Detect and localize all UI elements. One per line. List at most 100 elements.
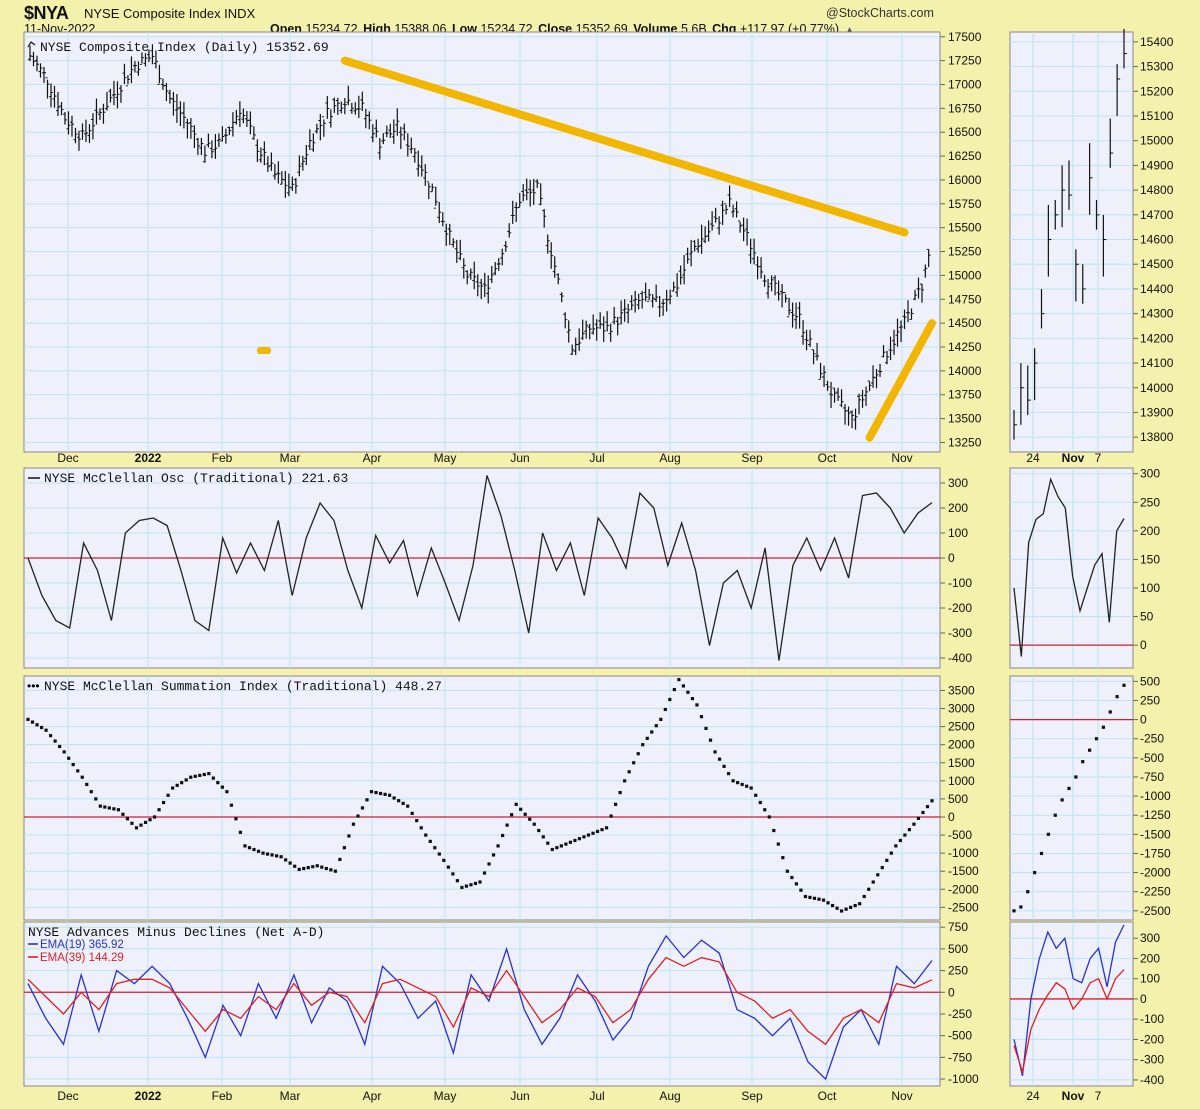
- sum-point: [198, 773, 202, 778]
- sum-point: [428, 839, 432, 843]
- price-zoom-ytick-label: 14800: [1140, 183, 1174, 197]
- sum-point: [699, 715, 704, 719]
- sum-point: [53, 739, 57, 743]
- sum-point: [35, 723, 39, 727]
- sum-point: [374, 790, 378, 795]
- sum-zoom-ytick-label: -1000: [1140, 789, 1171, 803]
- sum-point: [293, 864, 297, 868]
- sum-ytick-label: 2500: [948, 720, 975, 734]
- ad-zoom-line-ema39: [1013, 969, 1125, 1075]
- bottom-xaxis-label: Aug: [659, 1089, 680, 1103]
- sum-point: [437, 852, 441, 856]
- sum-legend-marker: •••: [27, 679, 40, 693]
- price-ytick-label: 16750: [948, 101, 982, 115]
- sum-point: [424, 833, 428, 837]
- sum-point: [121, 812, 125, 816]
- price-zoom-ytick-label: 15400: [1140, 35, 1174, 49]
- sum-zoom-point: [1081, 760, 1085, 764]
- sum-zoom-point: [1108, 710, 1112, 714]
- bottom-zoom-xaxis-label: 24: [1026, 1089, 1040, 1103]
- price-ytick-label: 16000: [948, 173, 982, 187]
- sum-point: [609, 814, 613, 818]
- sum-point: [546, 841, 550, 845]
- sum-point: [397, 799, 401, 803]
- watermark: @StockCharts.com: [826, 6, 934, 20]
- sum-point: [148, 818, 152, 822]
- sum-point: [302, 866, 306, 871]
- sum-zoom-ytick-label: -250: [1140, 732, 1164, 746]
- sum-zoom-point: [1046, 832, 1050, 836]
- sum-point: [184, 778, 188, 782]
- sum-zoom-ytick-label: 250: [1140, 693, 1160, 707]
- price-zoom-ytick-label: 15000: [1140, 134, 1174, 148]
- ad-zoom-line-ema19: [1013, 924, 1125, 1077]
- sum-point: [785, 869, 789, 873]
- ad-legend-ema39: EMA(39) 144.29: [40, 952, 124, 964]
- sum-point: [600, 828, 604, 832]
- index-name: NYSE Composite Index INDX: [84, 6, 256, 21]
- sum-point: [632, 761, 636, 765]
- sum-zoom-point: [1019, 905, 1023, 909]
- sum-point: [71, 762, 75, 767]
- ad-panel: [23, 921, 941, 1087]
- osc-zoom-ytick-label: 200: [1140, 524, 1160, 538]
- sum-point: [247, 846, 252, 850]
- osc-zoom-ytick-label: 50: [1140, 610, 1154, 624]
- sum-point: [225, 790, 229, 794]
- sum-point: [559, 844, 563, 848]
- sum-ytick-label: -1500: [948, 864, 979, 878]
- sum-point: [451, 872, 455, 876]
- sum-point: [808, 895, 812, 900]
- sum-zoom-point: [1115, 695, 1119, 699]
- sum-point: [306, 865, 310, 870]
- price-zoom-ytick-label: 14400: [1140, 282, 1174, 296]
- sum-point: [130, 821, 134, 825]
- sum-point: [49, 734, 53, 738]
- price-zoom-ytick-label: 14300: [1140, 307, 1174, 321]
- sum-zoom-point: [1074, 775, 1078, 779]
- sum-zoom-ytick-label: 500: [1140, 674, 1160, 688]
- sum-zoom-ytick-label: -1250: [1140, 808, 1171, 822]
- sum-point: [614, 802, 618, 806]
- osc-zoom-ytick-label: 300: [1140, 467, 1160, 481]
- sum-point: [812, 896, 817, 900]
- sum-point: [903, 833, 907, 837]
- sum-point: [568, 840, 572, 844]
- sum-point: [360, 806, 365, 810]
- price-zoom-xaxis-label: 7: [1095, 451, 1102, 465]
- sum-point: [134, 826, 139, 830]
- sum-point: [840, 909, 844, 913]
- ad-zoom-ytick-label: 0: [1140, 992, 1147, 1006]
- sum-point: [157, 808, 161, 812]
- sum-point: [858, 902, 862, 906]
- price-legend-marker: [27, 41, 36, 48]
- sum-panel-title: NYSE McClellan Summation Index (Traditio…: [44, 679, 442, 694]
- price-ytick-label: 13750: [948, 388, 982, 402]
- sum-zoom-point: [1053, 813, 1057, 817]
- sum-point: [641, 743, 645, 747]
- sum-point: [623, 779, 627, 783]
- price-zoom-ytick-label: 13800: [1140, 430, 1174, 444]
- sum-point: [98, 804, 102, 808]
- price-ytick-label: 14500: [948, 316, 982, 330]
- sum-point: [871, 880, 875, 884]
- sum-point: [112, 807, 116, 811]
- osc-ytick-label: -100: [948, 576, 972, 590]
- sum-point: [26, 717, 30, 721]
- ad-line-ema19: [27, 934, 933, 1081]
- sum-point: [338, 857, 342, 862]
- bottom-xaxis-label: 2022: [135, 1089, 162, 1103]
- sum-point: [392, 796, 396, 800]
- sum-point: [238, 830, 243, 834]
- ad-zoom-ytick-label: -100: [1140, 1012, 1164, 1026]
- sum-point: [442, 858, 446, 862]
- price-ytick-label: 15750: [948, 197, 982, 211]
- price-ytick-label: 14750: [948, 292, 982, 306]
- price-ytick-label: 15250: [948, 245, 982, 259]
- sum-point: [162, 800, 166, 805]
- price-zoom-bars: [1013, 28, 1127, 440]
- trend-marker-dot: [257, 347, 271, 354]
- ad-zoom-ytick-label: 100: [1140, 972, 1160, 986]
- sum-point: [817, 897, 821, 901]
- sum-ytick-label: -1000: [948, 846, 979, 860]
